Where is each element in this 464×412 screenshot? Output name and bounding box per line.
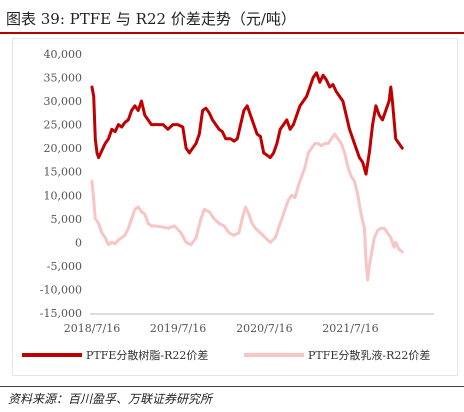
y-tick-label: -5,000 (47, 260, 82, 273)
y-tick-label: -10,000 (40, 283, 82, 296)
y-tick-label: 20,000 (44, 142, 83, 155)
footer-rule (0, 386, 464, 387)
y-tick-label: 35,000 (44, 72, 83, 85)
series-line-resin (90, 71, 404, 176)
x-axis: 2018/7/16 2019/7/16 2020/7/16 2021/7/16 (64, 313, 434, 335)
legend-label-resin: PTFE分散树脂-R22价差 (86, 348, 208, 362)
series-line-emulsion (90, 132, 404, 282)
legend: PTFE分散树脂-R22价差 PTFE分散乳液-R22价差 (22, 348, 430, 362)
figure-title: 图表 39: PTFE 与 R22 价差走势（元/吨） (6, 10, 296, 28)
y-tick-label: 15,000 (44, 166, 83, 179)
figure-title-bar: 图表 39: PTFE 与 R22 价差走势（元/吨） (0, 0, 464, 34)
y-tick-label: 10,000 (44, 189, 83, 202)
source-note: 资料来源：百川盈孚、万联证券研究所 (8, 392, 213, 406)
y-tick-label: 40,000 (44, 48, 83, 61)
x-tick-label: 2021/7/16 (322, 322, 378, 335)
legend-label-emulsion: PTFE分散乳液-R22价差 (308, 348, 430, 362)
x-tick-label: 2020/7/16 (236, 322, 292, 335)
y-tick-label: 5,000 (51, 213, 83, 226)
chart-frame (12, 38, 458, 376)
y-tick-label: 30,000 (44, 95, 83, 108)
y-tick-label: 0 (75, 236, 82, 249)
series-layer (90, 71, 404, 282)
x-tick-label: 2019/7/16 (150, 322, 206, 335)
y-tick-label: 25,000 (44, 119, 83, 132)
y-tick-label: -15,000 (40, 307, 82, 320)
x-tick-label: 2018/7/16 (64, 322, 120, 335)
y-axis: -15,000 -10,000 -5,000 0 5,000 10,000 15,000 20… (40, 48, 82, 320)
